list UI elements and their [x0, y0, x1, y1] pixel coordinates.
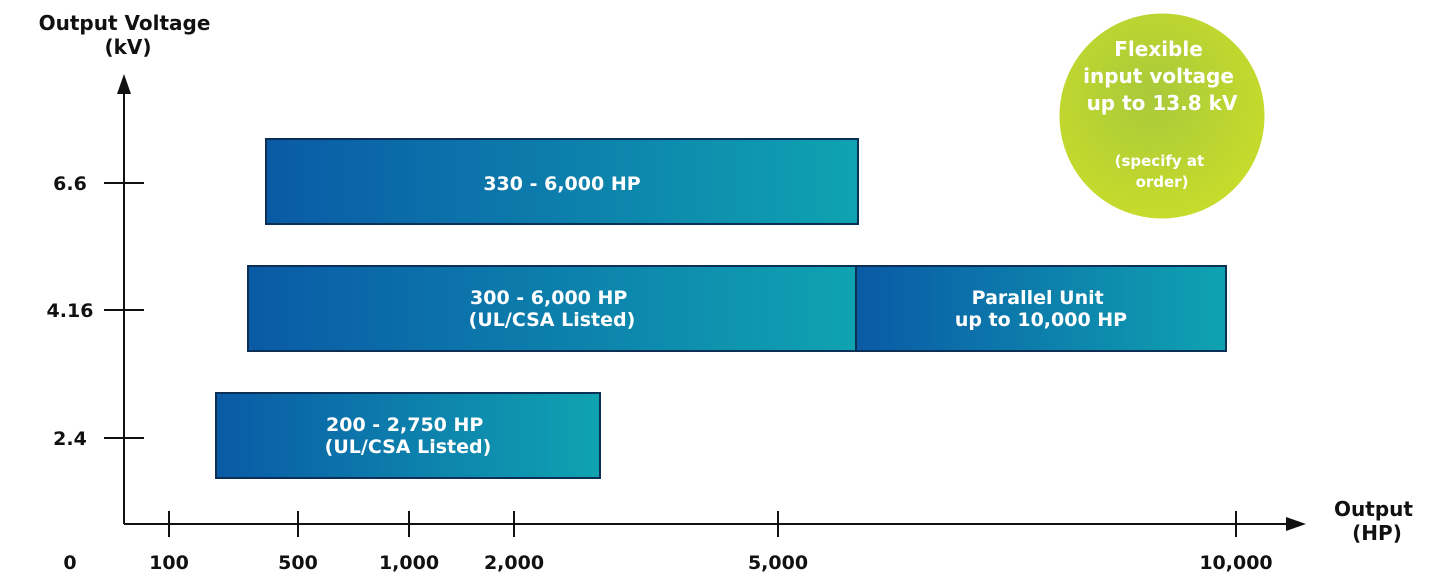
- bar-label-line: Parallel Unit: [972, 287, 1104, 309]
- x-axis-title-line-2: (HP): [1352, 521, 1402, 545]
- bar-label-line: up to 10,000 HP: [955, 309, 1127, 331]
- badge-title: Flexible input voltage up to 13.8 kV: [1083, 37, 1241, 115]
- bar-2-4kv: [215, 392, 601, 479]
- badge-note-line: order): [1136, 173, 1189, 191]
- x-tick-label: 1,000: [379, 552, 439, 574]
- bar-4-16kv-parallel: [855, 265, 1227, 352]
- x-axis-title: Output (HP): [1334, 497, 1420, 545]
- badge-title-line: up to 13.8 kV: [1087, 91, 1238, 115]
- bar-4-16kv: [247, 265, 857, 352]
- x-tick-label: 100: [149, 552, 189, 574]
- badge-title-line: Flexible: [1114, 37, 1203, 61]
- y-tick-label: 2.4: [53, 428, 87, 450]
- x-tick-label: 10,000: [1199, 552, 1272, 574]
- bar-label-line: (UL/CSA Listed): [325, 436, 492, 458]
- y-axis-title: Output Voltage (kV): [39, 11, 218, 59]
- bar-label: 330 - 6,000 HP: [483, 173, 640, 195]
- y-tick-label: 4.16: [47, 300, 94, 322]
- badge-circle: [1056, 10, 1268, 222]
- y-axis-title-line-2: (kV): [104, 35, 151, 59]
- badge-note-line: (specify at: [1115, 152, 1205, 170]
- badge-title-line: input voltage: [1083, 64, 1234, 88]
- bar-label-line: 330 - 6,000 HP: [483, 173, 640, 195]
- bar-label: 200 - 2,750 HP (UL/CSA Listed): [325, 414, 492, 458]
- y-axis-title-line-1: Output Voltage: [39, 11, 211, 35]
- x-tick-label: 2,000: [484, 552, 544, 574]
- bar-label: 300 - 6,000 HP (UL/CSA Listed): [469, 287, 636, 331]
- x-tick-label: 500: [278, 552, 318, 574]
- x-tick-label: 5,000: [748, 552, 808, 574]
- bar-label-line: 200 - 2,750 HP: [326, 414, 483, 436]
- x-axis-title-line-1: Output: [1334, 497, 1413, 521]
- bar-6-6kv: [265, 138, 859, 225]
- x-axis-arrow: [1286, 517, 1306, 531]
- bar-label-line: 300 - 6,000 HP: [470, 287, 627, 309]
- badge-note: (specify at order): [1115, 152, 1210, 191]
- bar-label-line: (UL/CSA Listed): [469, 309, 636, 331]
- x-tick-label: 0: [63, 552, 76, 574]
- bar-label: Parallel Unit up to 10,000 HP: [955, 287, 1127, 331]
- y-axis-arrow: [117, 74, 131, 94]
- y-tick-label: 6.6: [53, 173, 87, 195]
